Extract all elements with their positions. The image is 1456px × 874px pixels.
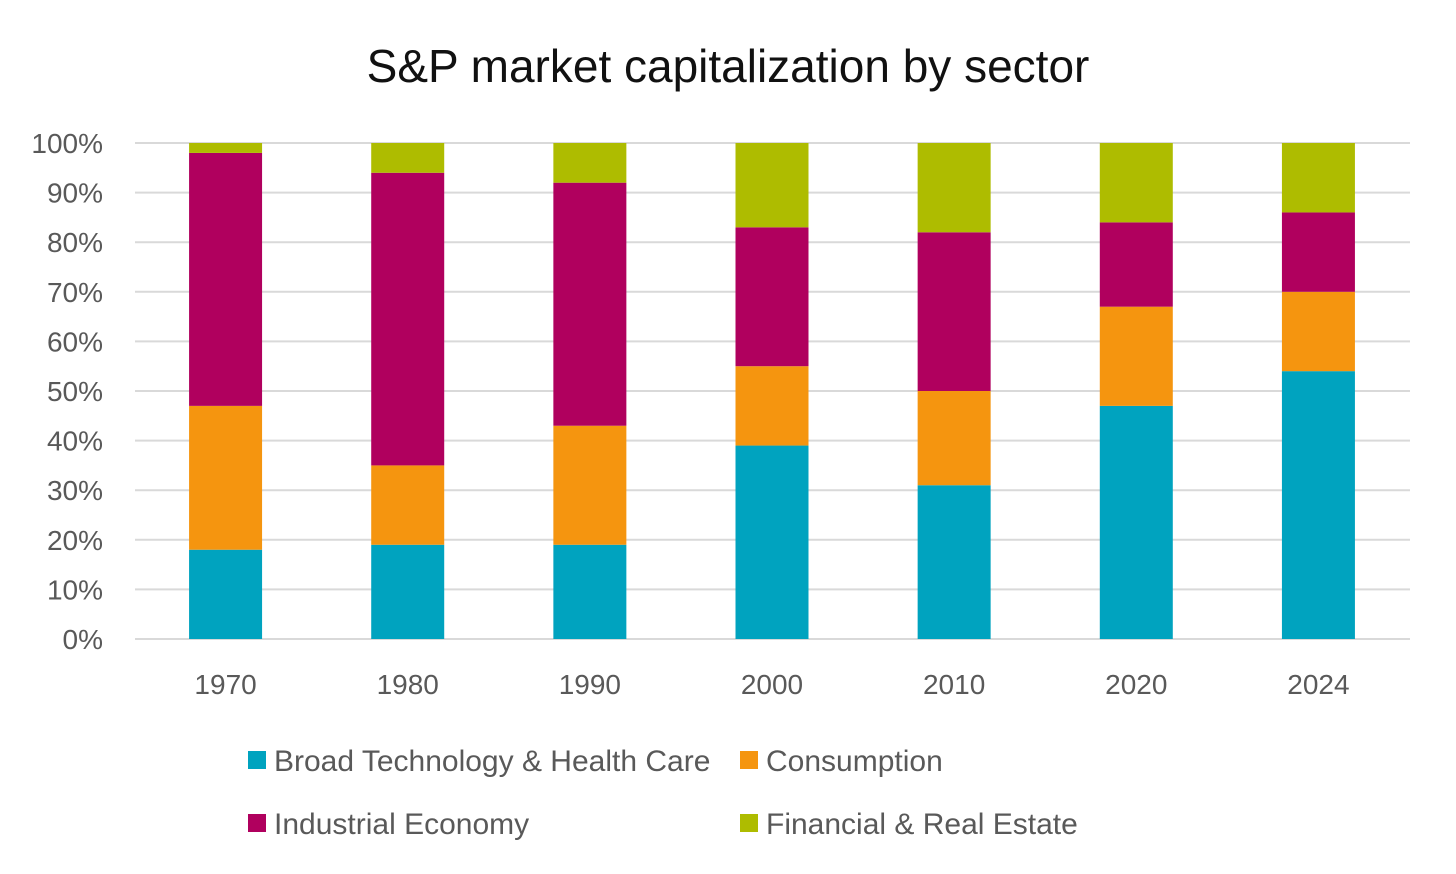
y-tick-label: 40% [47,426,103,457]
bar-segment [371,143,445,173]
legend-label: Industrial Economy [274,808,529,841]
x-tick-label: 2020 [1105,669,1167,700]
y-tick-label: 50% [47,376,103,407]
bar-segment [917,143,991,233]
bar-segment [1281,143,1355,213]
y-tick-label: 70% [47,277,103,308]
bar-segment [917,485,991,639]
y-axis-tick-labels: 0% 10% 20% 30% 40% 50% 60% 70% 80% 90% 100% [31,128,103,655]
chart-title: S&P market capitalization by sector [367,40,1090,92]
bar-segment [1099,222,1173,307]
bar-segment [735,143,809,228]
y-tick-label: 90% [47,178,103,209]
bar-segment [1099,306,1173,406]
bar-segment [553,143,627,183]
y-tick-label: 10% [47,574,103,605]
y-tick-label: 60% [47,326,103,357]
bar-segment [189,405,263,550]
bar-segment [735,366,809,446]
bar-segment [189,143,263,153]
legend-label: Financial & Real Estate [766,808,1078,841]
bar-segment [1281,291,1355,372]
bar-segment [371,465,445,545]
bars [189,143,1355,639]
x-tick-label: 2010 [923,669,985,700]
bar-segment [189,152,263,406]
bar-segment [917,391,991,486]
bar-segment [1099,405,1173,639]
x-axis-tick-labels: 1970 1980 1990 2000 2010 2020 2024 [194,669,1349,700]
x-tick-label: 2024 [1287,669,1349,700]
bar-segment [553,425,627,545]
legend-label: Broad Technology & Health Care [274,745,710,778]
bar-segment [735,445,809,639]
y-tick-label: 30% [47,475,103,506]
bar-segment [1099,143,1173,223]
bar-segment [1281,371,1355,639]
y-tick-label: 100% [31,128,103,159]
bar-segment [371,544,445,639]
legend: Broad Technology & Health Care Consumptio… [248,745,1078,841]
bar-segment [371,172,445,466]
x-tick-label: 1980 [377,669,439,700]
x-tick-label: 1970 [194,669,256,700]
bar-segment [735,227,809,367]
bar-segment [917,232,991,391]
x-tick-label: 1990 [559,669,621,700]
legend-swatch [248,814,266,832]
bar-segment [553,182,627,426]
bar-segment [553,544,627,639]
bar-segment [189,549,263,639]
legend-label: Consumption [766,745,943,778]
bar-segment [1281,212,1355,292]
legend-swatch [248,751,266,769]
x-tick-label: 2000 [741,669,803,700]
legend-swatch [740,751,758,769]
legend-swatch [740,814,758,832]
y-tick-label: 0% [63,624,103,655]
y-tick-label: 80% [47,227,103,258]
y-tick-label: 20% [47,525,103,556]
